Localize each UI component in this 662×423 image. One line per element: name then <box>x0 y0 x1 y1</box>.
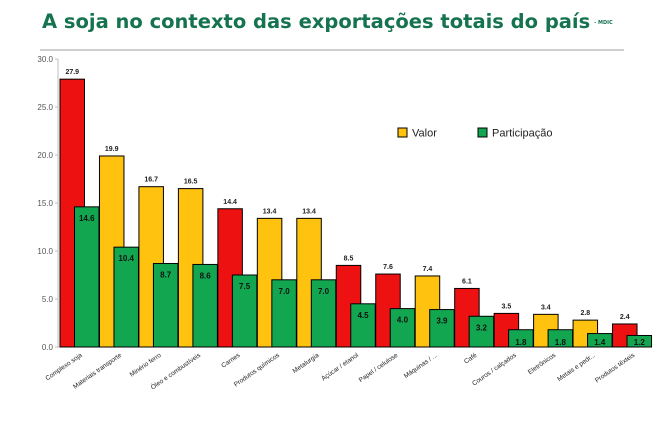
bar-participacao-oleo-e-combustiveis <box>192 263 218 348</box>
data-label-participacao: 8.6 <box>200 271 212 280</box>
data-label-participacao: 4.5 <box>357 311 369 320</box>
data-label-participacao: 1.8 <box>555 338 567 347</box>
data-label-participacao: 7.0 <box>279 287 291 296</box>
bar-participacao-minerio-ferro <box>152 262 179 348</box>
bar-participacao-metalurgia <box>310 279 337 348</box>
data-label-valor: 2.8 <box>580 310 590 317</box>
data-label-participacao: 1.2 <box>634 338 646 347</box>
x-category-label: Minério ferro <box>129 352 163 379</box>
y-tick-label: 20.0 <box>37 151 53 160</box>
data-label-participacao: 7.5 <box>239 282 251 291</box>
x-category-label: Metais e pedr... <box>556 352 597 383</box>
data-label-valor: 19.9 <box>105 146 119 153</box>
bar-participacao-produtos-texteis <box>626 334 653 348</box>
bar-participacao-carnes <box>231 274 258 348</box>
legend-label-participacao: Participação <box>492 128 553 140</box>
data-labels: 27.9 14.6 19.9 10.4 16.7 8.7 16.5 8.6 14.4 7.5 13.… <box>65 69 645 347</box>
data-label-participacao: 14.6 <box>79 214 95 223</box>
data-label-participacao: 1.8 <box>515 338 527 347</box>
chart-source: - MDIC <box>594 19 613 26</box>
data-label-participacao: 7.0 <box>318 287 330 296</box>
bar-participacao-maquinas <box>429 309 455 348</box>
data-label-valor: 2.4 <box>620 314 630 321</box>
y-tick-label: 15.0 <box>37 199 53 208</box>
bar-participacao-complexo-soja <box>74 206 100 348</box>
data-label-participacao: 10.4 <box>118 254 134 263</box>
data-label-valor: 14.4 <box>223 199 237 206</box>
x-category-label: Couros / calçados <box>471 351 518 387</box>
legend-swatch-valor <box>397 127 408 138</box>
legend-swatch-participacao <box>477 127 488 138</box>
data-label-valor: 16.7 <box>144 177 158 184</box>
chart-title-text: A soja no contexto das exportações totai… <box>42 10 591 33</box>
data-label-valor: 6.1 <box>462 278 472 285</box>
bar-participacao-cafe <box>468 315 495 348</box>
chart-legend: Valor Participação <box>397 127 553 140</box>
data-label-valor: 16.5 <box>184 179 198 186</box>
chart-title: A soja no contexto das exportações totai… <box>42 10 613 33</box>
data-label-participacao: 8.7 <box>160 270 172 279</box>
x-category-label: Eletrônicos <box>527 351 558 376</box>
x-category-label: Produtos têxteis <box>594 351 637 384</box>
bar-participacao-papel-celulose <box>389 308 416 348</box>
y-tick-label: 30.0 <box>37 55 53 64</box>
data-label-participacao: 1.4 <box>594 338 606 347</box>
data-label-valor: 7.6 <box>383 264 393 271</box>
bar-participacao-produtos-quimicos <box>271 279 297 348</box>
y-tick-label: 10.0 <box>37 247 53 256</box>
data-label-participacao: 3.9 <box>436 317 448 326</box>
data-label-valor: 13.4 <box>302 208 316 215</box>
y-tick-label: 5.0 <box>42 295 54 304</box>
data-label-participacao: 3.2 <box>476 323 488 332</box>
x-category-label: Papel / celulose <box>358 352 400 384</box>
x-category-label: Metalurgia <box>292 352 321 375</box>
data-label-valor: 8.5 <box>344 255 354 262</box>
x-category-label: Açúcar / etanol <box>320 352 360 383</box>
title-divider <box>40 49 624 51</box>
data-label-valor: 3.4 <box>541 304 551 311</box>
data-label-valor: 27.9 <box>65 69 79 76</box>
bar-participacao-materiais-transporte <box>113 246 139 348</box>
legend-label-valor: Valor <box>412 128 437 140</box>
data-label-participacao: 4.0 <box>397 316 409 325</box>
data-label-valor: 13.4 <box>263 208 277 215</box>
data-label-valor: 7.4 <box>423 266 433 273</box>
x-category-label: Máquinas / ... <box>403 352 439 380</box>
y-tick-label: 0.0 <box>42 343 54 352</box>
x-category-label: Café <box>463 352 479 366</box>
y-tick-label: 25.0 <box>37 103 53 112</box>
bar-series <box>59 78 653 348</box>
x-category-label: Complexo soja <box>44 352 84 383</box>
data-label-valor: 3.5 <box>502 303 512 310</box>
x-category-label: Carnes <box>220 351 242 369</box>
